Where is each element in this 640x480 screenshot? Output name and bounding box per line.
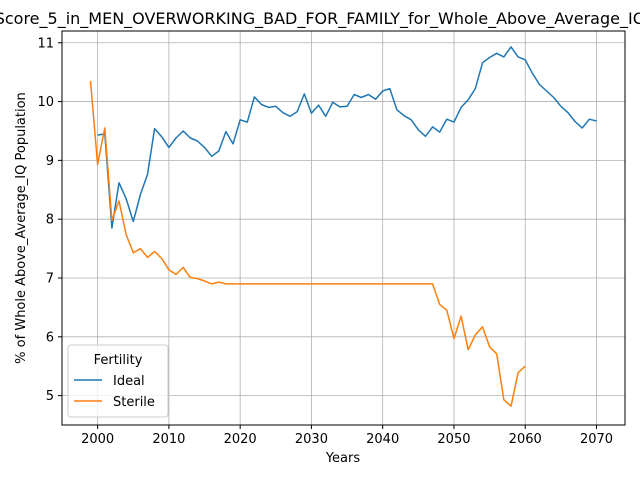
x-tick-label: 2030 <box>295 432 328 447</box>
legend-title: Fertility <box>94 353 143 368</box>
y-tick-label: 11 <box>37 36 54 51</box>
y-tick-label: 7 <box>46 271 54 286</box>
legend-box <box>67 344 169 418</box>
series-lines <box>89 46 597 407</box>
y-tick-label: 8 <box>46 213 54 228</box>
y-tick-label: 9 <box>46 154 54 169</box>
chart-title: Score_5_in_MEN_OVERWORKING_BAD_FOR_FAMIL… <box>0 9 640 29</box>
x-tick-label: 2040 <box>366 432 399 447</box>
y-tick-label: 5 <box>46 389 54 404</box>
x-tick-label: 2020 <box>224 432 257 447</box>
legend-label-sterile: Sterile <box>113 395 155 410</box>
y-axis-label: % of Whole Above_Average_IQ Population <box>14 92 29 364</box>
x-tick-label: 2010 <box>152 432 185 447</box>
series-line-sterile <box>89 80 526 407</box>
y-tick-label: 6 <box>46 330 54 345</box>
x-tick-label: 2060 <box>509 432 542 447</box>
x-axis-label: Years <box>325 451 361 466</box>
y-tick-label: 10 <box>37 95 54 110</box>
grid <box>62 31 625 425</box>
legend-label-ideal: Ideal <box>113 374 145 389</box>
series-line-ideal <box>97 46 597 229</box>
x-tick-label: 2070 <box>580 432 613 447</box>
x-tick-label: 2050 <box>437 432 470 447</box>
legend: Fertility Ideal Sterile <box>67 344 169 418</box>
plot-frame <box>61 30 626 426</box>
x-tick-label: 2000 <box>81 432 114 447</box>
ticks: 2000 2010 2020 2030 2040 2050 2060 2070 5 6 7 8 9 10 1… <box>37 36 613 447</box>
